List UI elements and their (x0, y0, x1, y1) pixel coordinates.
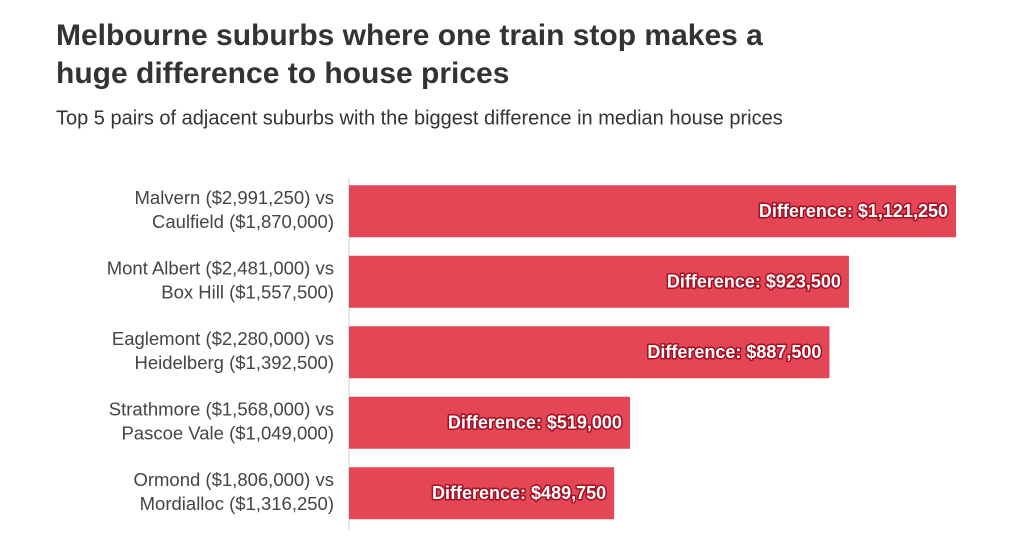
value-label: Difference: $923,500 (667, 272, 841, 292)
bar (349, 185, 956, 238)
bar (349, 467, 615, 520)
category-label: Box Hill ($1,557,500) (161, 282, 334, 303)
category-label: Eaglemont ($2,280,000) vs (112, 328, 334, 349)
category-label: Mont Albert ($2,481,000) vs (107, 258, 334, 279)
chart-title: huge difference to house prices (56, 57, 509, 90)
category-label: Ormond ($1,806,000) vs (133, 469, 334, 490)
category-label: Malvern ($2,991,250) vs (135, 187, 335, 208)
value-label: Difference: $1,121,250 (759, 201, 948, 221)
category-label: Pascoe Vale ($1,049,000) (121, 423, 334, 444)
category-label: Mordialloc ($1,316,250) (140, 493, 334, 514)
chart-subtitle: Top 5 pairs of adjacent suburbs with the… (56, 107, 783, 129)
chart-title: Melbourne suburbs where one train stop m… (56, 19, 763, 52)
category-label: Strathmore ($1,568,000) vs (109, 399, 334, 420)
bar (349, 396, 630, 449)
bar (349, 326, 830, 379)
value-label: Difference: $519,000 (448, 413, 622, 433)
value-label: Difference: $887,500 (647, 342, 821, 362)
bar (349, 255, 849, 308)
category-label: Heidelberg ($1,392,500) (134, 352, 334, 373)
value-label: Difference: $489,750 (432, 483, 606, 503)
category-label: Caulfield ($1,870,000) (152, 211, 334, 232)
